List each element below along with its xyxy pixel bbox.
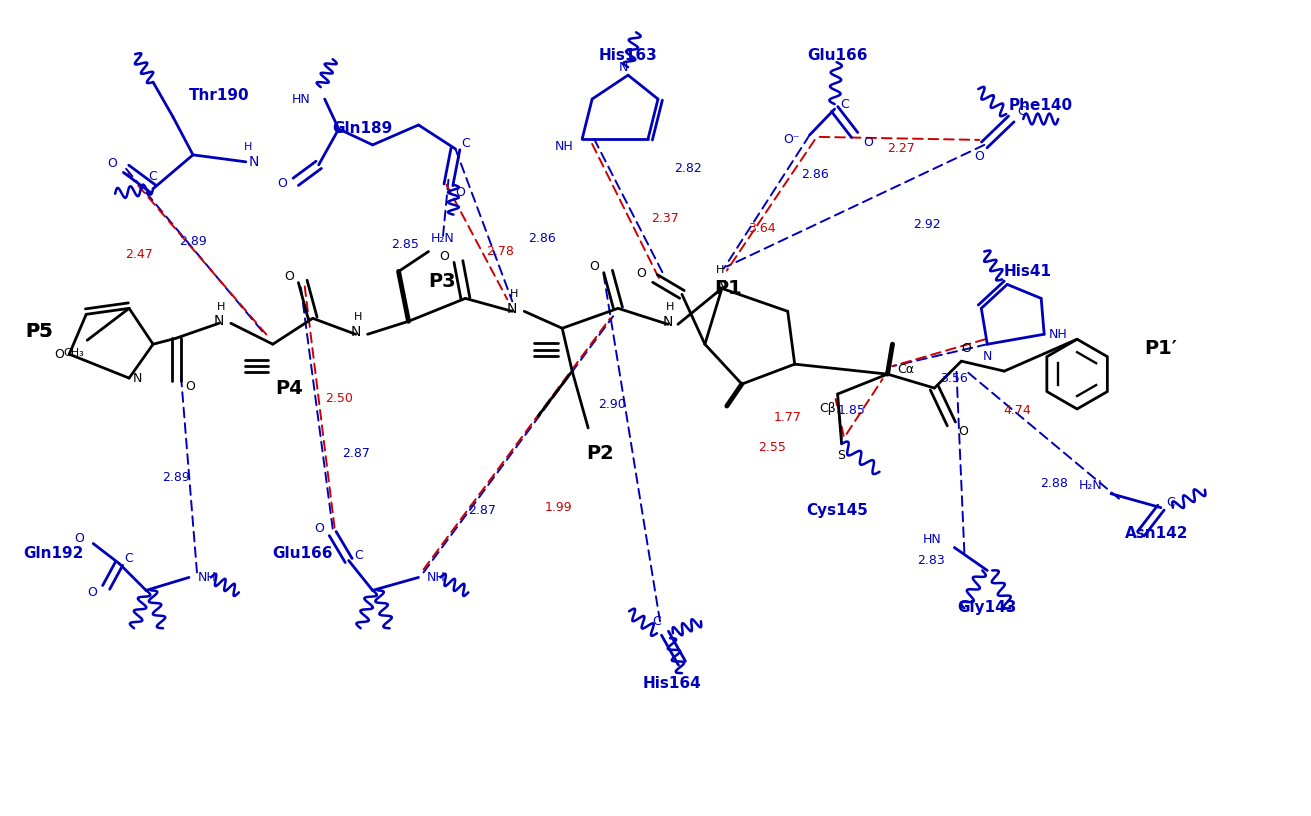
Text: P4: P4 xyxy=(275,379,303,397)
Text: 2.27: 2.27 xyxy=(888,142,915,155)
Text: 2.86: 2.86 xyxy=(801,168,829,181)
Text: O⁻: O⁻ xyxy=(784,133,800,146)
Text: P2: P2 xyxy=(586,445,614,463)
Text: P1: P1 xyxy=(714,279,742,298)
Text: C: C xyxy=(1017,104,1025,118)
Text: O: O xyxy=(277,177,287,190)
Text: H: H xyxy=(716,265,724,276)
Text: Glu166: Glu166 xyxy=(273,546,333,561)
Text: 1.77: 1.77 xyxy=(773,411,801,424)
Text: Gln192: Gln192 xyxy=(24,546,84,561)
Text: O: O xyxy=(974,150,985,163)
Text: CH₃: CH₃ xyxy=(64,348,85,358)
Text: 2.85: 2.85 xyxy=(392,238,420,251)
Text: O: O xyxy=(439,250,450,263)
Text: H₂N: H₂N xyxy=(1079,479,1103,492)
Text: 2.55: 2.55 xyxy=(758,441,785,455)
Text: His163: His163 xyxy=(599,47,657,63)
Text: Thr190: Thr190 xyxy=(189,87,249,103)
Text: 2.92: 2.92 xyxy=(914,218,941,231)
Text: NH: NH xyxy=(198,571,216,584)
Text: H₂N: H₂N xyxy=(430,232,455,245)
Text: Gln189: Gln189 xyxy=(333,122,393,136)
Text: 2.87: 2.87 xyxy=(468,504,497,517)
Text: N: N xyxy=(249,155,260,169)
Text: 4.74: 4.74 xyxy=(1003,405,1032,418)
Text: His41: His41 xyxy=(1003,264,1051,279)
Text: N: N xyxy=(983,350,992,362)
Text: O: O xyxy=(313,522,324,535)
Text: H: H xyxy=(510,290,518,299)
Text: HN: HN xyxy=(291,92,311,105)
Text: 2.86: 2.86 xyxy=(528,232,556,245)
Text: 2.89: 2.89 xyxy=(163,472,190,484)
Text: O: O xyxy=(958,425,969,438)
Text: P1′: P1′ xyxy=(1145,339,1177,357)
Text: Cys145: Cys145 xyxy=(806,503,869,518)
Text: Asn142: Asn142 xyxy=(1125,526,1189,541)
Text: N: N xyxy=(717,279,728,294)
Text: O: O xyxy=(54,348,64,361)
Text: O: O xyxy=(88,586,97,599)
Text: O: O xyxy=(75,532,84,545)
Text: H: H xyxy=(216,303,225,313)
Text: C: C xyxy=(1167,496,1175,509)
Text: NH: NH xyxy=(555,140,574,153)
Text: O: O xyxy=(864,136,873,149)
Text: 1.99: 1.99 xyxy=(544,501,572,514)
Text: Glu166: Glu166 xyxy=(808,47,868,63)
Text: 2.82: 2.82 xyxy=(674,162,701,175)
Text: C: C xyxy=(461,137,469,150)
Text: P5: P5 xyxy=(25,322,54,341)
Text: O: O xyxy=(455,186,465,199)
Text: 2.78: 2.78 xyxy=(486,245,514,258)
Text: N: N xyxy=(619,60,628,73)
Text: C: C xyxy=(354,549,363,562)
Text: C: C xyxy=(125,552,134,565)
Text: O: O xyxy=(961,342,971,355)
Text: 3.64: 3.64 xyxy=(749,222,776,235)
Text: Gly143: Gly143 xyxy=(957,600,1017,614)
Text: 2.89: 2.89 xyxy=(180,235,207,248)
Text: 2.90: 2.90 xyxy=(598,397,625,410)
Text: 2.83: 2.83 xyxy=(918,554,945,567)
Text: N: N xyxy=(132,371,142,384)
Text: S: S xyxy=(838,450,846,463)
Text: NH: NH xyxy=(427,571,446,584)
Text: Cα: Cα xyxy=(897,362,914,375)
Text: 2.47: 2.47 xyxy=(126,248,153,261)
Text: N: N xyxy=(350,326,361,339)
Text: Phe140: Phe140 xyxy=(1009,98,1074,113)
Text: NH: NH xyxy=(1049,328,1067,341)
Text: H: H xyxy=(666,303,674,313)
Text: 1.85: 1.85 xyxy=(838,405,865,418)
Text: His164: His164 xyxy=(642,676,701,690)
Text: N: N xyxy=(214,314,224,328)
Text: HN: HN xyxy=(923,533,941,546)
Text: O: O xyxy=(284,270,294,283)
Text: Cβ: Cβ xyxy=(819,402,836,415)
Text: N: N xyxy=(507,303,518,317)
Text: O: O xyxy=(636,267,646,280)
Text: C: C xyxy=(840,98,850,110)
Text: C: C xyxy=(653,614,661,628)
Text: H: H xyxy=(354,313,362,322)
Text: O: O xyxy=(589,260,599,273)
Text: 2.87: 2.87 xyxy=(342,447,370,460)
Text: 2.88: 2.88 xyxy=(1040,477,1068,490)
Text: C: C xyxy=(148,171,157,184)
Text: O: O xyxy=(108,157,117,171)
Text: 2.37: 2.37 xyxy=(652,212,679,225)
Text: P5: P5 xyxy=(25,322,54,341)
Text: N: N xyxy=(663,315,673,330)
Text: 2.50: 2.50 xyxy=(325,392,353,405)
Text: 3.56: 3.56 xyxy=(940,371,969,384)
Text: O: O xyxy=(185,379,195,392)
Text: H: H xyxy=(244,142,252,152)
Text: P3: P3 xyxy=(429,272,456,291)
